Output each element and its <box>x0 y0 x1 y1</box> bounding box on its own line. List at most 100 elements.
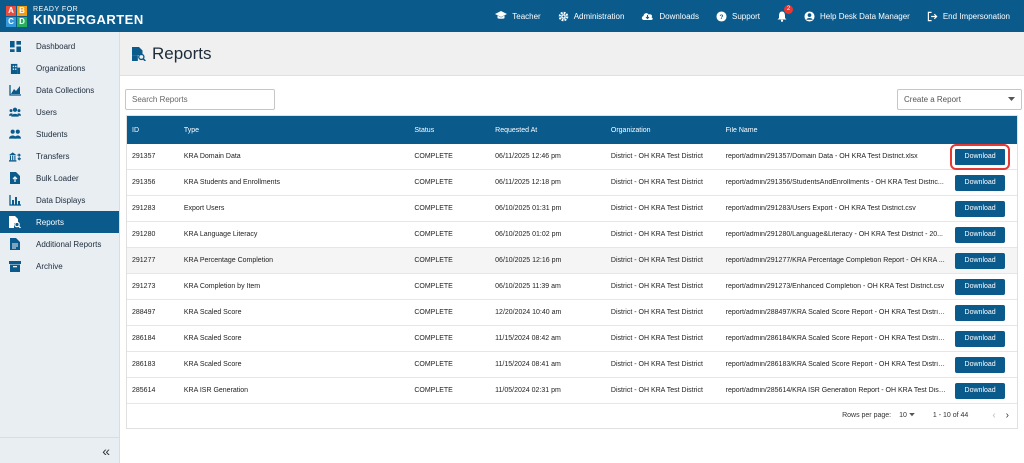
download-button[interactable]: Download <box>955 174 1006 191</box>
nav-support[interactable]: ? Support <box>716 10 761 22</box>
top-bar: A B C D READY FOR KINDERGARTEN Teacher A… <box>0 0 1024 32</box>
cell-requested: 06/11/2025 12:46 pm <box>495 153 561 160</box>
sidebar-item-dashboard[interactable]: Dashboard <box>0 35 119 57</box>
cell-requested: 11/15/2024 08:42 am <box>495 335 561 342</box>
cell-organization: District - OH KRA Test District <box>610 387 703 394</box>
col-header-status[interactable]: Status <box>414 126 435 134</box>
cell-status: COMPLETE <box>414 283 453 290</box>
create-report-label: Create a Report <box>904 95 961 104</box>
nav-teacher-label: Teacher <box>512 11 541 21</box>
sidebar-item-data-collections[interactable]: Data Collections <box>0 79 119 101</box>
col-header-type[interactable]: Type <box>183 126 200 134</box>
cell-requested: 06/10/2025 01:31 pm <box>495 205 562 212</box>
cell-id: 291280 <box>132 231 156 238</box>
col-header-id[interactable]: ID <box>132 126 139 134</box>
sidebar-item-label: Students <box>36 129 68 139</box>
cell-file-name: report/admin/291283/Users Export - OH KR… <box>725 205 916 212</box>
nav-end-impersonation-label: End Impersonation <box>942 11 1010 21</box>
search-input[interactable]: Search Reports <box>125 89 275 110</box>
download-button[interactable]: Download <box>950 143 1011 170</box>
cell-action: Download <box>955 174 1017 191</box>
download-button[interactable]: Download <box>955 200 1006 217</box>
svg-text:?: ? <box>720 13 724 20</box>
nav-end-impersonation[interactable]: End Impersonation <box>927 11 1010 22</box>
nav-user-label: Help Desk Data Manager <box>820 11 910 21</box>
cell-action: Download <box>955 304 1017 321</box>
sidebar-item-bulk-loader[interactable]: Bulk Loader <box>0 167 119 189</box>
download-button[interactable]: Download <box>955 304 1006 321</box>
cell-file-name: report/admin/291280/Language&Literacy - … <box>725 231 943 238</box>
sidebar-item-label: Data Collections <box>36 85 95 95</box>
create-report-select[interactable]: Create a Report <box>897 89 1022 110</box>
brand-text: READY FOR KINDERGARTEN <box>33 6 144 26</box>
download-button[interactable]: Download <box>955 356 1006 373</box>
download-button[interactable]: Download <box>955 226 1006 243</box>
sidebar-item-label: Additional Reports <box>36 239 102 249</box>
table-row: 286183 KRA Scaled Score COMPLETE 11/15/2024… <box>127 352 1017 378</box>
rows-per-page-label: Rows per page: <box>842 411 892 419</box>
download-button[interactable]: Download <box>955 252 1006 269</box>
logo-blocks: A B C D <box>6 5 27 27</box>
cell-requested: 11/15/2024 08:41 am <box>495 361 561 368</box>
nav-administration[interactable]: Administration <box>558 11 624 22</box>
col-header-organization[interactable]: Organization <box>610 126 651 134</box>
download-button[interactable]: Download <box>955 278 1006 295</box>
cell-type: KRA Domain Data <box>183 153 241 160</box>
nav-teacher[interactable]: Teacher <box>495 11 541 21</box>
logo-block: C <box>6 16 16 27</box>
download-button[interactable]: Download <box>955 382 1006 399</box>
col-header-file[interactable]: File Name <box>725 126 758 134</box>
dashboard-icon <box>9 40 21 52</box>
download-button[interactable]: Download <box>955 330 1006 347</box>
cell-organization: District - OH KRA Test District <box>610 361 703 368</box>
collapse-sidebar-button[interactable]: « <box>0 437 120 463</box>
notification-badge: 2 <box>784 4 794 14</box>
col-header-requested[interactable]: Requested At <box>495 126 538 134</box>
cell-organization: District - OH KRA Test District <box>610 257 703 264</box>
table-row: 291273 KRA Completion by Item COMPLETE 06/1… <box>127 274 1017 300</box>
sidebar-item-transfers[interactable]: Transfers <box>0 145 119 167</box>
sidebar-item-label: Reports <box>36 217 65 227</box>
nav-downloads[interactable]: Downloads <box>641 11 699 21</box>
caret-down-icon[interactable] <box>909 413 915 417</box>
sidebar-item-data-displays[interactable]: Data Displays <box>0 189 119 211</box>
top-nav: Teacher Administration Downloads ? Suppo… <box>478 0 1010 32</box>
file-upload-icon <box>9 172 21 184</box>
sidebar-item-additional-reports[interactable]: Additional Reports <box>0 233 119 255</box>
logo-block: B <box>17 5 27 16</box>
gear-icon <box>558 11 569 21</box>
cell-status: COMPLETE <box>414 257 453 264</box>
page-title: Reports <box>152 43 212 63</box>
sidebar-item-students[interactable]: Students <box>0 123 119 145</box>
nav-user[interactable]: Help Desk Data Manager <box>804 10 910 22</box>
nav-support-label: Support <box>731 11 761 21</box>
table-row: 291280 KRA Language Literacy COMPLETE 06/10… <box>127 222 1017 248</box>
cell-organization: District - OH KRA Test District <box>610 231 703 238</box>
sidebar-item-archive[interactable]: Archive <box>0 255 119 277</box>
cell-status: COMPLETE <box>414 153 453 160</box>
sidebar-item-users[interactable]: Users <box>0 101 119 123</box>
sidebar-item-organizations[interactable]: Organizations <box>0 57 119 79</box>
sidebar-item-label: Data Displays <box>36 195 86 205</box>
cell-id: 291277 <box>132 257 156 264</box>
cloud-download-icon <box>642 13 654 20</box>
main-area: Reports Search Reports Create a Report I… <box>120 32 1024 463</box>
cell-type: KRA Language Literacy <box>183 231 258 238</box>
prev-page-button[interactable]: ‹ <box>992 409 996 421</box>
sidebar-item-reports[interactable]: Reports <box>0 211 119 233</box>
brand-logo[interactable]: A B C D READY FOR KINDERGARTEN <box>6 0 144 32</box>
sidebar-item-label: Organizations <box>36 63 86 73</box>
rows-per-page-select[interactable]: 10 <box>899 411 907 419</box>
reports-content: Search Reports Create a Report ID Type S… <box>120 75 1024 463</box>
notifications-button[interactable]: 2 <box>777 4 794 22</box>
cell-organization: District - OH KRA Test District <box>610 309 703 316</box>
pagination: Rows per page: 10 1 - 10 of 44 ‹ › <box>127 402 1017 428</box>
page-header: Reports <box>120 32 1024 75</box>
brand-small: READY FOR <box>33 6 79 13</box>
cell-status: COMPLETE <box>414 335 453 342</box>
cell-type: KRA ISR Generation <box>183 387 249 394</box>
cell-organization: District - OH KRA Test District <box>610 283 703 290</box>
table-row: 285614 KRA ISR Generation COMPLETE 11/05/20… <box>127 378 1017 404</box>
table-row: 291357 KRA Domain Data COMPLETE 06/11/2025 … <box>127 143 1017 170</box>
next-page-button[interactable]: › <box>1005 409 1009 421</box>
